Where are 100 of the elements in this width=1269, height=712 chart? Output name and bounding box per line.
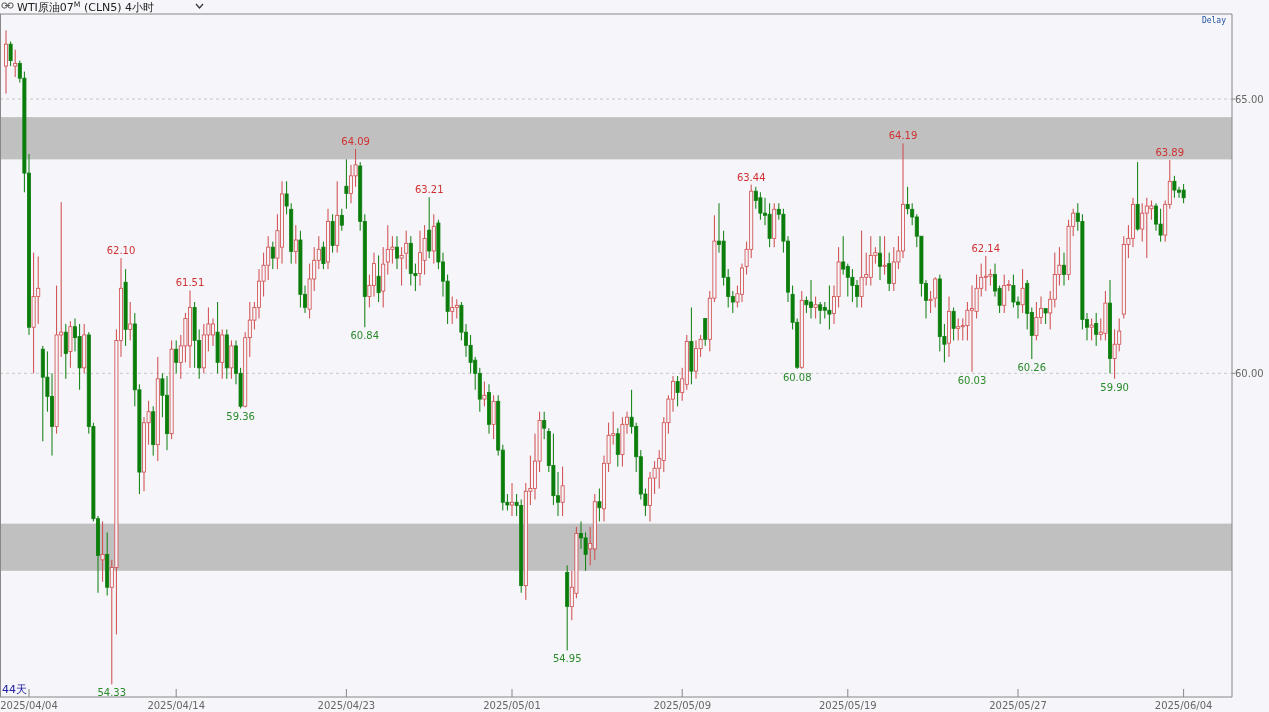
candlestick <box>399 246 404 287</box>
candlestick <box>100 520 105 583</box>
candlestick <box>560 466 565 517</box>
candlestick <box>905 186 910 215</box>
candlestick <box>289 202 294 265</box>
candlestick <box>82 323 87 374</box>
candlestick <box>615 427 620 468</box>
candlestick <box>224 328 229 380</box>
candlestick <box>551 433 556 506</box>
candlestick <box>859 230 864 308</box>
x-tick-label: 2025/04/23 <box>317 700 376 711</box>
candlestick <box>169 339 174 440</box>
candlestick <box>404 230 409 270</box>
candlestick <box>487 383 491 435</box>
annotation: 60.26 <box>1017 362 1047 374</box>
candlestick <box>956 317 961 341</box>
candlestick <box>128 301 133 341</box>
annotation: 64.09 <box>341 135 370 147</box>
candlestick <box>510 482 514 517</box>
candlestick <box>988 268 993 287</box>
candlestick <box>565 564 570 651</box>
annotation: 63.44 <box>736 171 766 183</box>
candlestick <box>827 285 832 330</box>
candlestick <box>335 180 340 254</box>
candlestick <box>468 334 473 374</box>
candlestick <box>620 416 625 468</box>
candlestick <box>491 394 496 440</box>
candlestick <box>54 285 59 435</box>
candlestick <box>454 298 459 319</box>
annotation: 60.03 <box>957 374 987 386</box>
candlestick <box>192 301 197 369</box>
candlestick <box>77 323 82 391</box>
annotation: 62.10 <box>106 245 136 257</box>
candlestick <box>1020 268 1025 314</box>
candlestick <box>689 307 694 385</box>
candlestick <box>422 224 427 276</box>
y-tick-label: 65.00 <box>1235 94 1264 106</box>
candlestick <box>1094 312 1099 347</box>
candlestick <box>220 328 225 380</box>
candlestick <box>597 488 602 522</box>
candlestick <box>390 235 395 265</box>
candlestick <box>1112 328 1117 380</box>
annotation: 54.95 <box>552 653 582 665</box>
candlestick <box>951 307 956 341</box>
candlestick <box>882 235 887 276</box>
x-tick-label: 2025/04/14 <box>147 700 206 711</box>
annotation: 59.36 <box>226 411 255 423</box>
annotation: 54.33 <box>97 687 127 699</box>
x-tick-label: 2025/05/01 <box>483 700 541 711</box>
candlestick <box>215 301 220 374</box>
candlestick <box>63 323 68 380</box>
candlestick <box>4 29 8 95</box>
annotation: 61.51 <box>175 277 205 289</box>
candlestick <box>1080 213 1085 330</box>
candlestick <box>68 320 73 369</box>
annotation: 59.90 <box>1100 381 1129 393</box>
y-tick-label: 60.00 <box>1235 368 1264 380</box>
text: Delay <box>1201 16 1227 25</box>
candlestick <box>1108 279 1112 374</box>
candlestick <box>8 40 13 67</box>
candlestick <box>878 235 882 281</box>
annotation: 60.84 <box>350 330 380 342</box>
annotation: 64.19 <box>888 130 918 142</box>
x-tick-label: 2025/05/09 <box>653 700 712 711</box>
x-tick-label: 2025/04/04 <box>0 700 58 711</box>
x-tick-label: 2025/05/19 <box>818 700 877 711</box>
candlestick <box>841 235 846 276</box>
annotation: 63.89 <box>1155 146 1185 158</box>
candlestick <box>381 246 386 308</box>
x-tick-label: 2025/05/27 <box>989 700 1047 711</box>
candlestick <box>13 49 18 78</box>
candlestick <box>270 241 275 270</box>
candlestick <box>344 158 349 210</box>
annotation: 62.14 <box>971 242 1001 254</box>
chart-title: WTI原油07$^{M}$ (CLN5) 4小时 <box>17 0 155 14</box>
candlestick <box>395 235 399 270</box>
candlestick <box>229 339 234 380</box>
candlestick <box>151 405 156 457</box>
candlestick <box>1062 252 1066 287</box>
annotation: 44天 <box>2 683 27 696</box>
candlestick <box>105 531 110 597</box>
candlestick <box>155 356 160 462</box>
candlestick <box>293 224 298 265</box>
candlestick <box>850 268 855 303</box>
candlestick <box>31 252 36 374</box>
candlestick <box>675 375 680 407</box>
candlestick <box>431 213 436 265</box>
candlestick <box>1140 202 1145 243</box>
candlestick <box>947 296 951 358</box>
annotation: 63.21 <box>414 184 444 196</box>
candlestick <box>123 268 128 347</box>
x-tick-label: 2025/06/04 <box>1154 700 1213 711</box>
candlestick <box>583 531 588 572</box>
candlestick <box>330 213 335 254</box>
candlestick <box>450 296 455 325</box>
annotation: 60.08 <box>782 371 812 383</box>
candlestick <box>174 339 179 374</box>
candlestick <box>928 290 933 314</box>
candlestick <box>376 254 381 303</box>
candlestick <box>1043 308 1048 325</box>
